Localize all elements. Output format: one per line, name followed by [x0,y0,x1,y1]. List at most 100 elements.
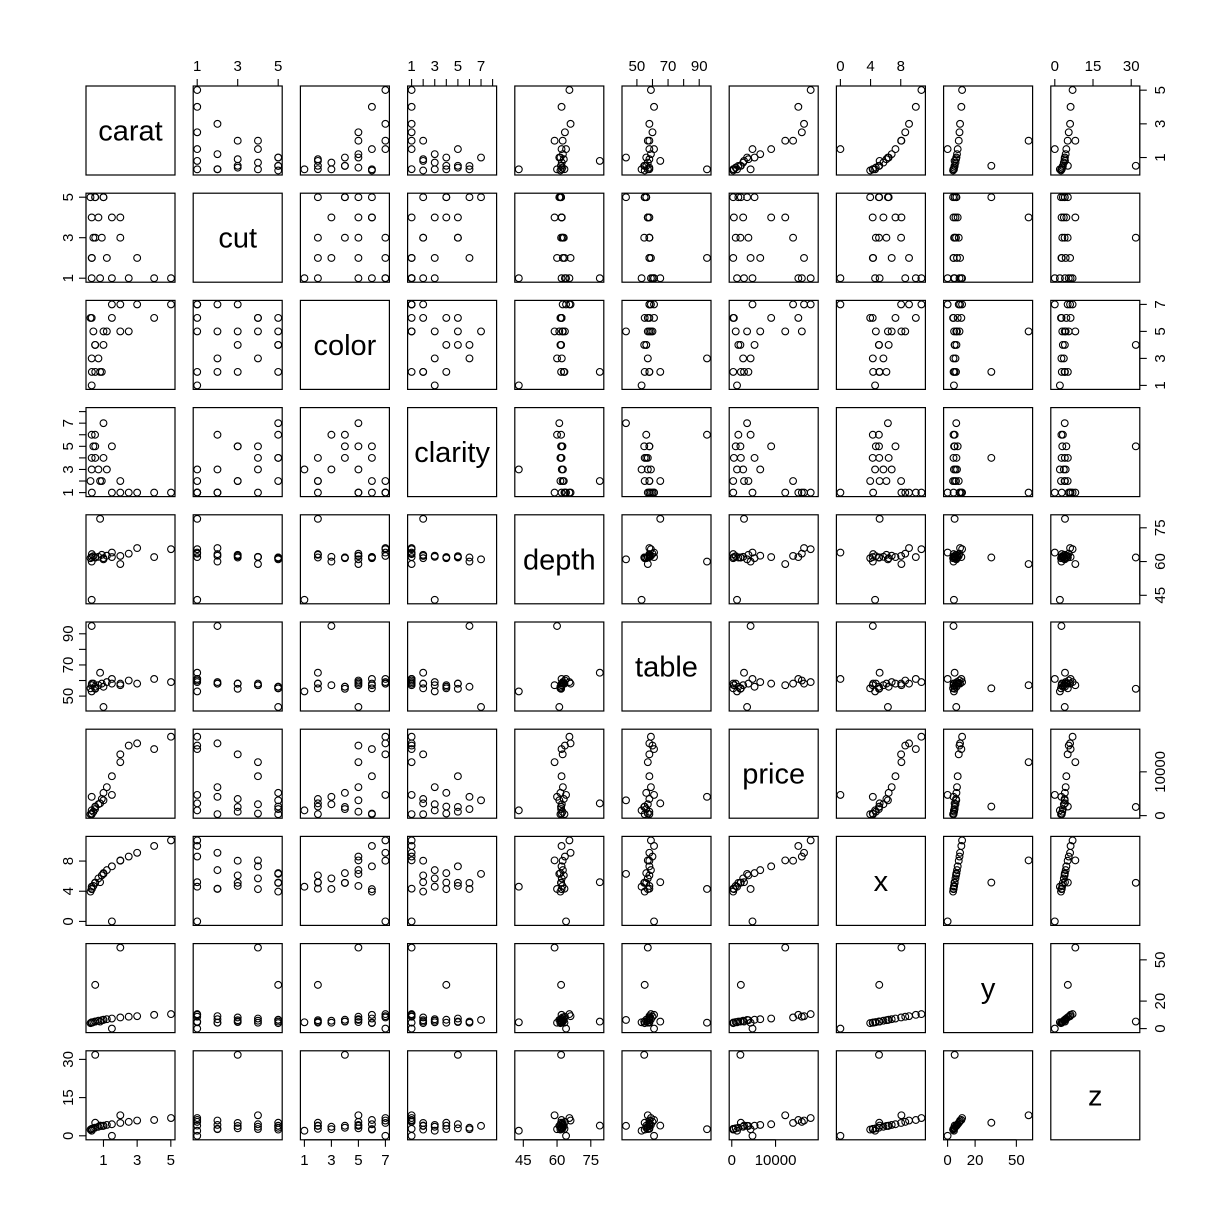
data-point [367,102,376,111]
data-point [767,862,776,871]
data-point [254,874,262,883]
data-point [868,1018,877,1027]
data-point [107,675,116,683]
data-point [952,153,961,162]
data-point [645,772,654,781]
panel-frame [85,835,176,927]
data-point [354,274,363,283]
panel-frame [621,1050,712,1141]
panel-depth-vs-carat [85,514,176,605]
data-point [1024,213,1033,222]
data-point [150,1116,159,1124]
data-point [233,795,242,803]
data-point [645,477,654,485]
data-point [233,1050,242,1059]
data-point [116,943,125,952]
data-point [213,430,222,439]
data-point [477,1121,485,1130]
data-point [949,806,958,815]
data-point [1066,745,1075,754]
data-point [233,1118,242,1127]
data-point [381,836,390,845]
data-point [381,1012,390,1021]
data-point [407,1131,416,1140]
data-point [407,741,416,750]
data-point [643,1111,652,1120]
x-tick-label: 60 [549,1152,566,1169]
data-point [213,1125,222,1134]
data-point [897,136,906,145]
data-point [748,274,757,283]
data-point [836,274,845,283]
data-point [367,488,376,497]
data-point [313,878,322,887]
data-point [756,866,765,875]
data-point [453,881,462,890]
data-point [1060,419,1069,428]
data-point [193,1010,202,1019]
data-point [453,553,462,562]
data-point [96,367,105,376]
data-point [794,842,803,850]
panel-frame [192,299,283,390]
data-point [917,732,926,741]
data-point [883,1015,892,1024]
data-point [99,703,108,711]
data-point [875,668,884,677]
data-point [193,806,202,815]
data-point [1068,300,1077,309]
panel-frame [835,85,927,176]
data-point [167,300,175,309]
data-point [555,796,564,805]
data-point [595,668,604,677]
data-point [1062,862,1071,871]
panel-frame [192,728,283,819]
data-point [340,1050,349,1059]
data-point [274,367,283,376]
data-point [419,166,428,175]
data-point [836,790,845,799]
data-point [381,1118,390,1127]
panel-frame [835,621,927,712]
panel-table-vs-clarity [407,621,498,712]
variable-label-cut: cut [218,223,257,255]
data-point [327,158,336,167]
data-point [233,300,242,309]
data-point [87,465,96,474]
data-point [354,1121,363,1130]
panel-x-vs-cut [192,835,283,927]
panel-y-vs-depth [514,942,605,1034]
data-point [557,274,566,283]
data-point [1061,367,1069,376]
data-point [354,676,363,685]
data-point [91,233,100,242]
panel-z-vs-x [835,1050,927,1141]
panel-table-vs-z [1050,621,1141,712]
panel-frame [299,514,390,605]
data-point [950,161,959,170]
data-point [133,1012,142,1021]
data-point [897,551,906,560]
data-point [213,810,222,819]
data-point [1061,274,1069,283]
data-point [736,453,745,462]
panel-frame [835,728,927,819]
data-point [354,1018,363,1027]
data-point [274,153,283,162]
data-point [91,442,100,451]
data-point [453,862,462,871]
data-point [879,213,888,222]
x-tick-label: 5 [354,1152,362,1169]
data-point [453,327,462,336]
data-point [917,86,926,94]
data-point [193,165,202,174]
data-point [957,842,966,850]
data-point [367,1120,376,1129]
panel-frame [299,621,390,712]
panel-cut-vs-z [1050,192,1141,283]
data-point [954,477,963,485]
panel-color-vs-price [728,299,819,390]
